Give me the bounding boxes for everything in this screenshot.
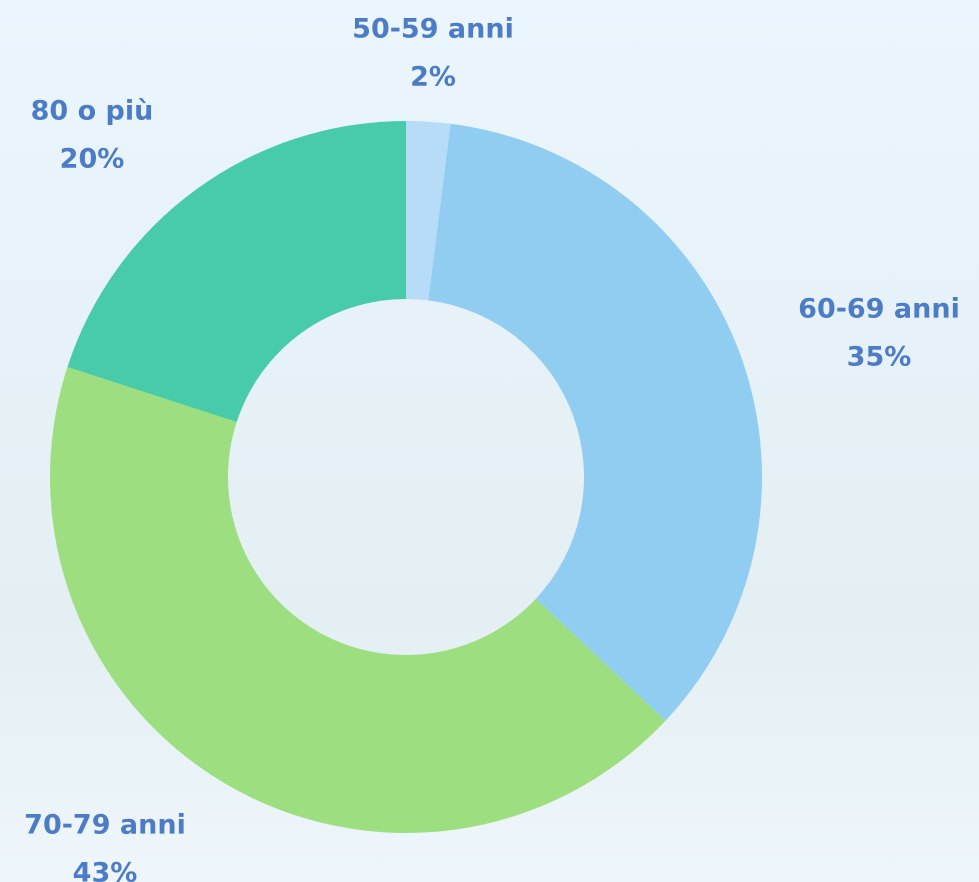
slice-label: 70-79 anni [24,810,186,841]
slice-value: 43% [73,858,138,882]
donut-slice [428,123,763,721]
donut-slice [49,366,666,833]
slice-label: 80 o più [31,96,154,127]
slice-label: 60-69 anni [798,294,960,325]
slice-value: 2% [410,62,456,93]
donut-slice [67,121,406,422]
slice-label: 50-59 anni [352,14,514,45]
slice-value: 20% [60,144,125,175]
slice-value: 35% [847,342,912,373]
donut-slice [406,121,451,301]
